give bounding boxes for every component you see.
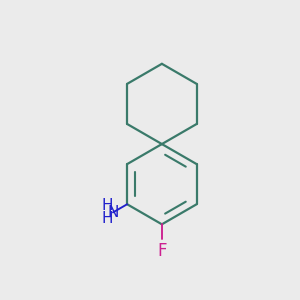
Text: N: N xyxy=(108,205,119,220)
Text: H: H xyxy=(102,212,113,226)
Text: H: H xyxy=(102,198,113,213)
Text: F: F xyxy=(157,242,167,260)
